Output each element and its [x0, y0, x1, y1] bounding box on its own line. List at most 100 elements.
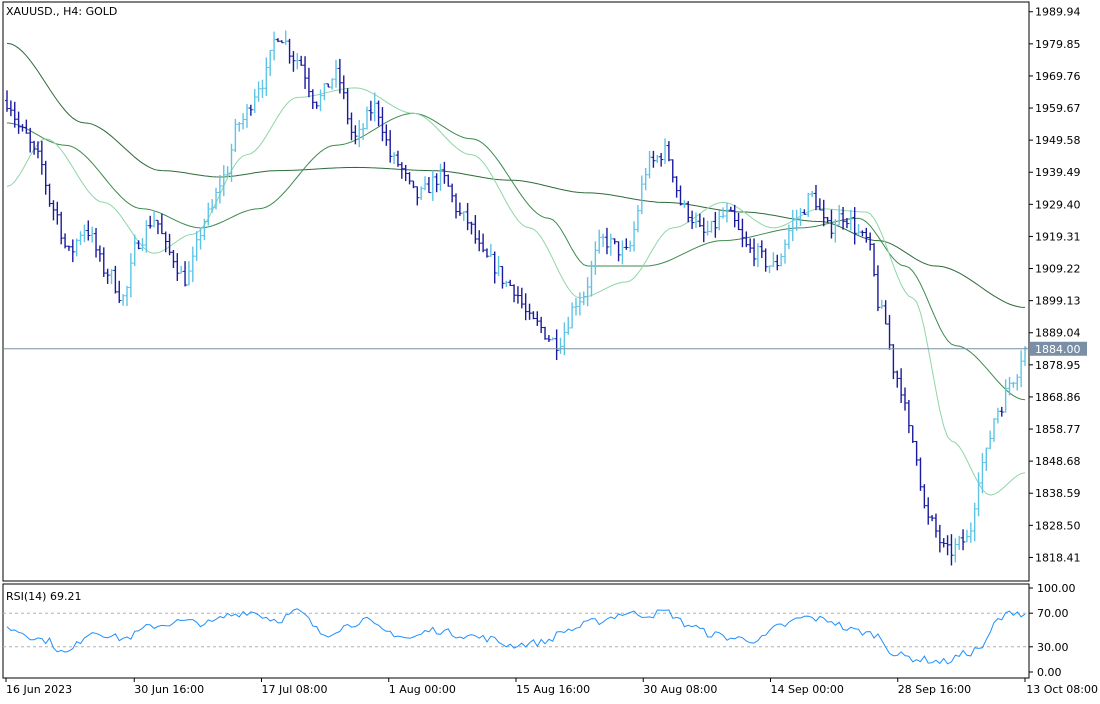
price-bar	[690, 210, 695, 229]
price-bar	[109, 269, 114, 285]
price-bar	[171, 249, 176, 268]
price-bar	[562, 322, 567, 356]
price-bar	[264, 57, 269, 96]
price-bar	[117, 280, 122, 304]
price-bar	[817, 198, 822, 211]
price-bar	[508, 279, 513, 287]
rsi-line	[6, 608, 1026, 665]
price-bar	[573, 297, 578, 316]
price-bar	[35, 141, 40, 159]
price-bar	[90, 226, 95, 243]
price-bar	[798, 207, 803, 226]
price-bar	[477, 230, 482, 252]
price-bar	[361, 123, 366, 141]
price-bar	[392, 152, 397, 164]
price-bar	[175, 253, 180, 281]
price-bar	[217, 174, 222, 204]
time-tick-label: 30 Jun 16:00	[134, 683, 204, 696]
price-bar	[519, 287, 524, 309]
price-bar	[272, 31, 277, 61]
price-bar	[620, 240, 625, 265]
price-bar	[291, 51, 296, 72]
price-bar	[144, 220, 149, 253]
price-bar	[368, 100, 373, 121]
price-bar	[39, 140, 44, 175]
price-bar	[47, 183, 52, 207]
price-bar	[256, 81, 261, 102]
time-tick-label: 28 Sep 16:00	[898, 683, 971, 696]
price-bar	[415, 186, 420, 206]
price-bar	[992, 418, 997, 442]
price-bar	[767, 265, 772, 274]
price-bar	[275, 38, 280, 43]
price-bar	[945, 535, 950, 556]
price-bar	[670, 159, 675, 183]
price-bar	[16, 111, 21, 134]
price-bar	[957, 535, 962, 550]
price-bar	[442, 161, 447, 184]
price-bar	[140, 238, 145, 251]
price-bar	[593, 241, 598, 275]
price-tick-label: 1848.68	[1035, 455, 1081, 468]
price-bar	[1007, 376, 1012, 396]
price-bar	[844, 218, 849, 229]
price-bar	[852, 207, 857, 245]
price-bar	[403, 164, 408, 182]
price-bar	[736, 212, 741, 231]
price-bar	[66, 245, 71, 251]
price-bar	[558, 337, 563, 354]
price-bar	[225, 166, 230, 177]
price-bar	[968, 522, 973, 543]
price-bar	[1011, 381, 1016, 388]
price-bar	[891, 344, 896, 380]
price-bar	[806, 192, 811, 217]
price-bar	[461, 211, 466, 221]
price-bar	[856, 224, 861, 236]
price-bar	[903, 387, 908, 411]
price-bar	[515, 286, 520, 304]
price-bar	[186, 261, 191, 286]
price-bar	[473, 215, 478, 244]
price-bar	[624, 238, 629, 250]
price-bar	[585, 277, 590, 307]
price-tick-label: 1969.76	[1035, 70, 1081, 83]
price-bar	[419, 186, 424, 201]
rsi-tick-label: 30.00	[1037, 641, 1069, 654]
price-bar	[550, 337, 555, 341]
price-bar	[914, 440, 919, 466]
price-bar	[531, 311, 536, 320]
price-bar	[786, 224, 791, 250]
price-bar	[279, 40, 284, 44]
price-bar	[469, 221, 474, 235]
price-bar	[906, 399, 911, 434]
price-bar	[63, 233, 68, 249]
price-bar	[353, 125, 358, 145]
price-tick-label: 1949.58	[1035, 134, 1081, 147]
price-bar	[481, 233, 486, 253]
price-bar	[984, 447, 989, 471]
price-bar	[310, 89, 315, 110]
time-tick-label: 14 Sep 00:00	[771, 683, 844, 696]
price-tick-label: 1989.94	[1035, 6, 1081, 19]
price-bar	[430, 170, 435, 201]
chart-title: XAUUSD., H4: GOLD	[6, 5, 117, 18]
price-bar	[949, 534, 954, 566]
price-bar	[504, 280, 509, 287]
price-bar	[941, 538, 946, 548]
price-bar	[930, 515, 935, 522]
time-tick-label: 15 Aug 16:00	[516, 683, 590, 696]
price-bar	[535, 311, 540, 326]
price-bar	[724, 202, 729, 223]
price-tick-label: 1868.86	[1035, 391, 1081, 404]
price-bar	[252, 88, 257, 113]
price-bar	[980, 452, 985, 494]
price-bar	[577, 292, 582, 316]
rsi-tick-label: 70.00	[1037, 607, 1069, 620]
price-bar	[539, 316, 544, 334]
price-bar	[454, 193, 459, 219]
price-bar	[763, 248, 768, 272]
price-bar	[28, 127, 33, 153]
price-bar	[492, 251, 497, 284]
